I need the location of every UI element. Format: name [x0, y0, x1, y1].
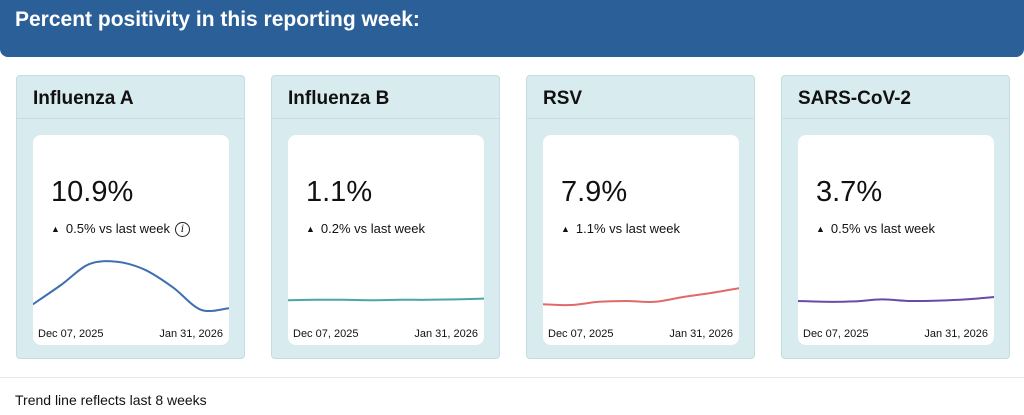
trend-start-date: Dec 07, 2025 [803, 328, 869, 340]
weekly-change: ▲ 0.5% vs last week i [51, 220, 190, 238]
positivity-value: 3.7% [816, 176, 883, 208]
change-text: 0.5% vs last week [830, 221, 935, 236]
metric-panel: 3.7% ▲ 0.5% vs last week Dec 07, 2025 Ja… [798, 135, 994, 345]
triangle-up-icon: ▲ [306, 224, 315, 234]
trend-start-date: Dec 07, 2025 [38, 328, 104, 340]
card-divider [17, 118, 244, 119]
trend-footnote: Trend line reflects last 8 weeks [15, 392, 207, 408]
footer-divider [0, 377, 1024, 378]
triangle-up-icon: ▲ [816, 224, 825, 234]
page-title: Percent positivity in this reporting wee… [15, 8, 420, 31]
trend-start-date: Dec 07, 2025 [548, 328, 614, 340]
trend-line [33, 260, 229, 313]
trend-end-date: Jan 31, 2026 [414, 328, 478, 340]
header-banner: Percent positivity in this reporting wee… [0, 0, 1024, 57]
card-divider [527, 118, 754, 119]
trend-sparkline [798, 296, 994, 303]
metric-panel: 10.9% ▲ 0.5% vs last week i Dec 07, 2025… [33, 135, 229, 345]
trend-sparkline [33, 260, 229, 313]
positivity-value: 7.9% [561, 176, 628, 208]
positivity-value: 1.1% [306, 176, 373, 208]
card-divider [272, 118, 499, 119]
trend-line [543, 287, 739, 307]
card-divider [782, 118, 1009, 119]
card-sars-cov-2: SARS-CoV-2 3.7% ▲ 0.5% vs last week Dec … [781, 75, 1010, 359]
card-title: Influenza A [33, 88, 134, 109]
change-text: 1.1% vs last week [575, 221, 680, 236]
triangle-up-icon: ▲ [561, 224, 570, 234]
trend-line [798, 296, 994, 303]
card-title: SARS-CoV-2 [798, 88, 911, 109]
change-text: 0.5% vs last week [65, 221, 170, 236]
card-influenza-a: Influenza A 10.9% ▲ 0.5% vs last week i … [16, 75, 245, 359]
weekly-change: ▲ 1.1% vs last week [561, 220, 680, 238]
trend-end-date: Jan 31, 2026 [159, 328, 223, 340]
card-title: RSV [543, 88, 583, 109]
triangle-up-icon: ▲ [51, 224, 60, 234]
card-title: Influenza B [288, 88, 390, 109]
trend-end-date: Jan 31, 2026 [924, 328, 988, 340]
trend-start-date: Dec 07, 2025 [293, 328, 359, 340]
metric-panel: 7.9% ▲ 1.1% vs last week Dec 07, 2025 Ja… [543, 135, 739, 345]
metric-panel: 1.1% ▲ 0.2% vs last week Dec 07, 2025 Ja… [288, 135, 484, 345]
weekly-change: ▲ 0.5% vs last week [816, 220, 935, 238]
positivity-value: 10.9% [51, 176, 134, 208]
change-text: 0.2% vs last week [320, 221, 425, 236]
info-icon[interactable]: i [174, 221, 190, 237]
trend-end-date: Jan 31, 2026 [669, 328, 733, 340]
card-rsv: RSV 7.9% ▲ 1.1% vs last week Dec 07, 202… [526, 75, 755, 359]
trend-line [288, 297, 484, 302]
weekly-change: ▲ 0.2% vs last week [306, 220, 425, 238]
card-influenza-b: Influenza B 1.1% ▲ 0.2% vs last week Dec… [271, 75, 500, 359]
trend-sparkline [288, 297, 484, 302]
trend-sparkline [543, 287, 739, 307]
